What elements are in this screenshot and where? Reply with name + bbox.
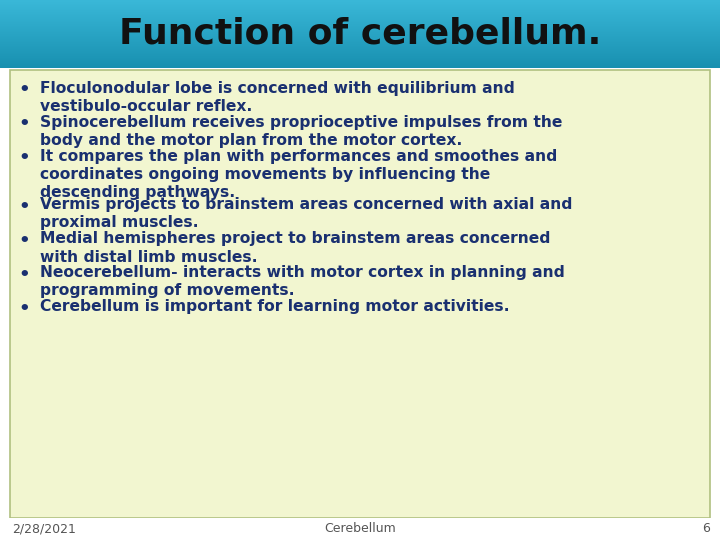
Text: Cerebellum: Cerebellum — [324, 523, 396, 536]
Text: •: • — [18, 232, 30, 249]
Text: •: • — [18, 115, 30, 133]
Text: It compares the plan with performances and smoothes and
coordinates ongoing move: It compares the plan with performances a… — [40, 149, 557, 200]
Text: •: • — [18, 81, 30, 99]
Text: 2/28/2021: 2/28/2021 — [12, 523, 76, 536]
Text: Spinocerebellum receives proprioceptive impulses from the
body and the motor pla: Spinocerebellum receives proprioceptive … — [40, 115, 562, 148]
Text: •: • — [18, 266, 30, 284]
Text: Medial hemispheres project to brainstem areas concerned
with distal limb muscles: Medial hemispheres project to brainstem … — [40, 232, 550, 265]
FancyBboxPatch shape — [10, 70, 710, 518]
Text: Cerebellum is important for learning motor activities.: Cerebellum is important for learning mot… — [40, 300, 510, 314]
Text: •: • — [18, 198, 30, 215]
FancyBboxPatch shape — [0, 518, 720, 540]
Text: Vermis projects to brainstem areas concerned with axial and
proximal muscles.: Vermis projects to brainstem areas conce… — [40, 198, 572, 231]
Text: Neocerebellum- interacts with motor cortex in planning and
programming of moveme: Neocerebellum- interacts with motor cort… — [40, 266, 564, 299]
Text: Function of cerebellum.: Function of cerebellum. — [119, 17, 601, 51]
Text: Floculonodular lobe is concerned with equilibrium and
vestibulo-occular reflex.: Floculonodular lobe is concerned with eq… — [40, 81, 515, 114]
Text: •: • — [18, 300, 30, 318]
Text: 6: 6 — [702, 523, 710, 536]
Text: •: • — [18, 149, 30, 167]
